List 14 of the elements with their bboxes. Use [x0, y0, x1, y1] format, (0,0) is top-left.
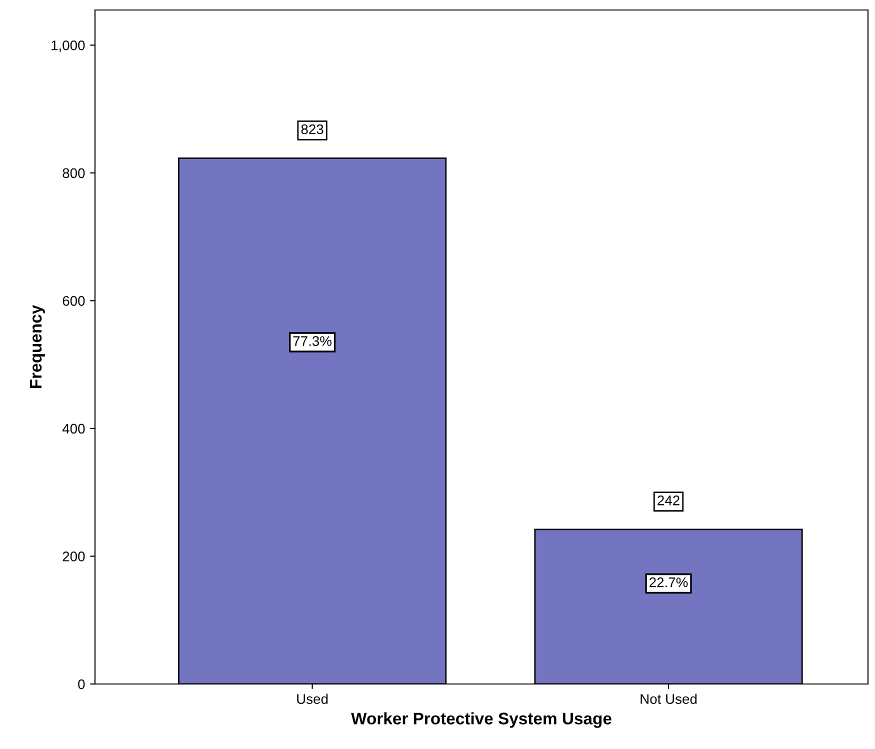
y-tick-label: 400	[62, 424, 85, 434]
annotation: 77.3%	[293, 336, 332, 346]
y-tick-label: 0	[78, 679, 85, 690]
annotation: 22.7%	[650, 577, 688, 588]
y-tick-label: 1,000	[52, 40, 85, 52]
data-label: 242	[658, 496, 680, 506]
x-axis-title: Worker Protective System Usage	[351, 712, 612, 728]
x-tick-label: Used	[297, 694, 328, 704]
data-label: 823	[301, 124, 324, 134]
y-tick-label: 800	[62, 168, 85, 178]
y-tick-label: 600	[62, 296, 85, 306]
y-tick-label: 200	[62, 552, 85, 562]
x-tick-label: Not Used	[640, 694, 697, 704]
y-axis-title: Frequency	[30, 304, 45, 388]
